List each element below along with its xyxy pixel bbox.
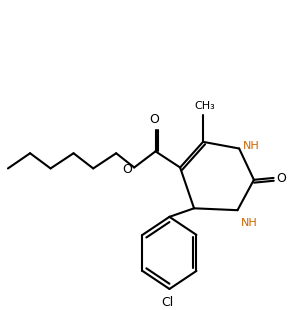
Text: Cl: Cl xyxy=(162,296,174,309)
Text: NH: NH xyxy=(243,141,260,151)
Text: CH₃: CH₃ xyxy=(194,100,215,111)
Text: O: O xyxy=(276,172,286,185)
Text: O: O xyxy=(149,113,159,126)
Text: NH: NH xyxy=(241,218,257,228)
Text: O: O xyxy=(123,163,133,176)
